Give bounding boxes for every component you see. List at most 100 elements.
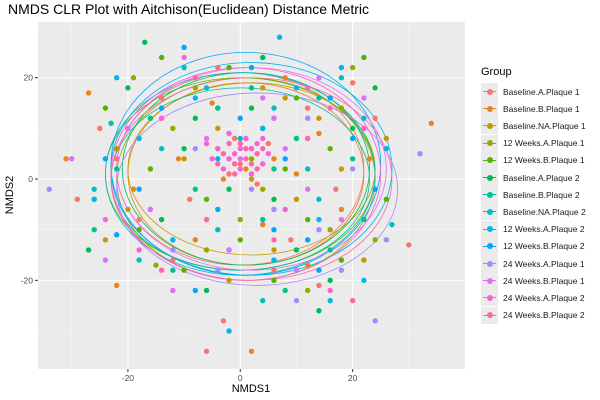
data-point bbox=[226, 277, 232, 284]
data-point bbox=[147, 115, 154, 121]
data-point bbox=[361, 95, 367, 101]
legend-item: 12 Weeks.A.Plaque 2 bbox=[481, 220, 599, 238]
data-point bbox=[102, 156, 109, 162]
data-point bbox=[361, 115, 367, 121]
data-point bbox=[237, 237, 243, 243]
data-point bbox=[181, 44, 187, 51]
data-point bbox=[338, 75, 345, 81]
data-point bbox=[417, 151, 423, 157]
data-point bbox=[254, 140, 260, 147]
data-point bbox=[226, 186, 232, 192]
legend-dot bbox=[486, 140, 493, 147]
legend-key bbox=[481, 186, 498, 204]
data-point bbox=[248, 176, 255, 182]
data-point bbox=[170, 247, 176, 253]
legend-item: 24 Weeks.B.Plaque 2 bbox=[481, 306, 599, 324]
data-point bbox=[304, 237, 311, 243]
data-point bbox=[282, 145, 288, 152]
data-point bbox=[46, 186, 52, 192]
data-point bbox=[333, 186, 339, 192]
data-point bbox=[91, 196, 97, 202]
data-point bbox=[136, 257, 142, 263]
legend-label: 12 Weeks.B.Plaque 1 bbox=[503, 155, 585, 166]
data-point bbox=[215, 145, 221, 152]
legend-item: 24 Weeks.A.Plaque 2 bbox=[481, 289, 599, 307]
data-point bbox=[226, 64, 232, 71]
data-point bbox=[102, 105, 109, 111]
legend-key bbox=[481, 117, 498, 135]
data-point bbox=[338, 105, 345, 111]
data-point bbox=[361, 277, 367, 284]
data-point bbox=[304, 115, 311, 121]
data-point bbox=[203, 348, 210, 354]
data-point bbox=[265, 151, 272, 157]
legend-key bbox=[481, 272, 498, 290]
data-point bbox=[372, 186, 378, 192]
legend-key bbox=[481, 169, 498, 186]
data-point bbox=[327, 145, 333, 152]
data-point bbox=[158, 115, 165, 121]
data-point bbox=[215, 64, 221, 71]
data-point bbox=[349, 297, 356, 304]
data-point bbox=[63, 156, 69, 162]
data-point bbox=[153, 262, 159, 268]
data-point bbox=[237, 166, 243, 172]
data-point bbox=[220, 151, 227, 157]
legend-dot bbox=[486, 312, 493, 319]
legend-key bbox=[481, 203, 498, 221]
data-point bbox=[316, 282, 322, 289]
data-point bbox=[215, 267, 221, 273]
data-point bbox=[136, 186, 142, 192]
data-point bbox=[265, 140, 272, 147]
data-point bbox=[282, 287, 288, 294]
data-point bbox=[113, 166, 120, 172]
legend-item: Baseline.NA.Plaque 1 bbox=[481, 117, 599, 135]
data-point bbox=[237, 156, 243, 162]
data-point bbox=[181, 156, 187, 162]
legend-dot bbox=[486, 260, 493, 267]
legend-dot bbox=[486, 88, 493, 95]
data-point bbox=[203, 216, 210, 223]
data-point bbox=[170, 237, 176, 243]
data-point bbox=[85, 247, 92, 253]
plot-panel bbox=[38, 22, 465, 369]
data-point bbox=[361, 54, 367, 61]
data-point bbox=[260, 85, 266, 91]
legend-key bbox=[481, 100, 498, 118]
data-point bbox=[260, 161, 266, 167]
data-point bbox=[254, 151, 260, 157]
data-point bbox=[248, 64, 255, 71]
legend-label: 12 Weeks.A.Plaque 1 bbox=[503, 138, 585, 149]
data-point bbox=[304, 85, 311, 91]
legend-label: 24 Weeks.A.Plaque 1 bbox=[503, 258, 585, 269]
data-point bbox=[271, 237, 277, 243]
data-point bbox=[113, 282, 120, 289]
data-point bbox=[170, 257, 176, 263]
data-point bbox=[361, 125, 367, 132]
data-point bbox=[158, 267, 165, 273]
data-point bbox=[125, 85, 131, 91]
data-point bbox=[327, 226, 333, 233]
data-point bbox=[226, 130, 232, 137]
data-point bbox=[226, 156, 232, 162]
data-point bbox=[406, 242, 412, 248]
data-point bbox=[316, 115, 322, 121]
x-tick-label: -20 bbox=[122, 373, 135, 383]
data-point bbox=[304, 216, 311, 223]
data-point bbox=[304, 105, 311, 111]
data-point bbox=[215, 226, 221, 233]
data-point bbox=[361, 257, 367, 263]
legend-label: Baseline.NA.Plaque 2 bbox=[503, 206, 586, 217]
data-point bbox=[338, 257, 345, 263]
data-point bbox=[113, 145, 120, 152]
data-point bbox=[113, 232, 120, 238]
legend-dot bbox=[486, 191, 493, 198]
data-point bbox=[147, 206, 154, 213]
chart-title: NMDS CLR Plot with Aitchison(Euclidean) … bbox=[8, 1, 370, 17]
data-point bbox=[192, 75, 199, 81]
data-point bbox=[209, 100, 215, 106]
legend-label: Baseline.A.Plaque 1 bbox=[503, 86, 580, 97]
data-point bbox=[74, 196, 81, 202]
legend-key bbox=[481, 151, 498, 169]
data-point bbox=[136, 216, 142, 223]
